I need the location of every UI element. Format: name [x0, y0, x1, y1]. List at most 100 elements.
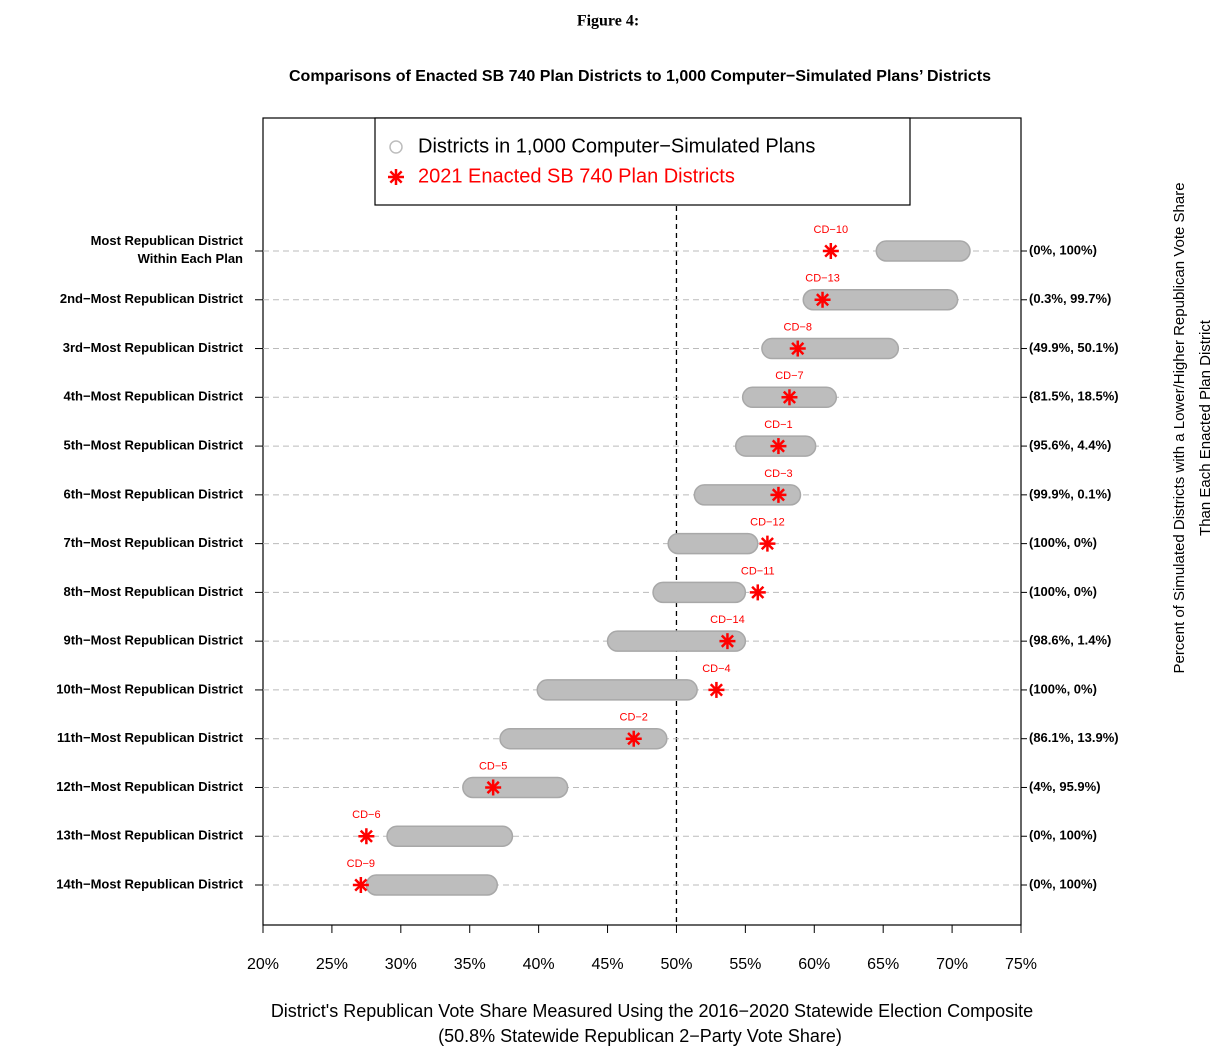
legend-box [374, 117, 911, 206]
enacted-point [749, 584, 766, 601]
y-tick-label: 12th−Most Republican District [56, 779, 243, 794]
enacted-point [770, 438, 787, 455]
simulated-range [667, 532, 759, 555]
x-tick-label: 65% [867, 956, 899, 973]
point-label: CD−12 [750, 517, 785, 529]
enacted-point [822, 243, 839, 259]
enacted-point [759, 535, 776, 552]
y-tick-label: 9th−Most Republican District [64, 633, 244, 648]
y-tick-label: 6th−Most Republican District [64, 486, 244, 501]
y-tick-label: 4th−Most Republican District [64, 389, 244, 404]
right-label: (0%, 100%) [1029, 828, 1097, 843]
right-label: (95.6%, 4.4%) [1029, 438, 1111, 453]
x-tick-label: 30% [385, 956, 417, 973]
enacted-point [625, 730, 642, 747]
enacted-point [770, 486, 787, 503]
star-stroke [627, 732, 641, 746]
right-label: (0%, 100%) [1029, 876, 1097, 891]
simulated-range [606, 630, 747, 652]
star-stroke [389, 170, 403, 184]
star-stroke [751, 585, 765, 599]
y-tick-label: 14th−Most Republican District [56, 876, 243, 891]
simulated-range [386, 825, 514, 847]
simulated-range [499, 727, 668, 750]
point-label: CD−2 [620, 712, 648, 724]
x-tick-label: 25% [316, 956, 348, 973]
right-label: (100%, 0%) [1029, 535, 1097, 550]
x-tick-label: 45% [592, 956, 624, 973]
simulated-range [536, 679, 698, 701]
simulated-range [761, 337, 900, 360]
enacted-point [352, 877, 369, 894]
y-tick-label: 3rd−Most Republican District [63, 340, 244, 355]
right-label: (4%, 95.9%) [1029, 779, 1101, 794]
legend-marker [388, 169, 404, 185]
y-tick-label: 13th−Most Republican District [56, 828, 243, 843]
enacted-point [485, 779, 502, 796]
right-label: (100%, 0%) [1029, 584, 1097, 599]
star-stroke [486, 780, 500, 795]
enacted-point [719, 633, 736, 650]
right-label: (0%, 100%) [1029, 242, 1097, 257]
star-stroke [720, 634, 734, 648]
y-tick-label: Most Republican District Within Each Plan [91, 233, 244, 266]
star-stroke [771, 439, 785, 453]
x-tick-label: 20% [247, 956, 279, 973]
right-label: (98.6%, 1.4%) [1029, 633, 1111, 648]
enacted-point [814, 291, 831, 308]
right-label: (0.3%, 99.7%) [1029, 291, 1111, 306]
legend-label: Districts in 1,000 Computer−Simulated Pl… [418, 135, 815, 157]
simulated-range [365, 874, 499, 896]
x-tick-label: 75% [1005, 956, 1037, 973]
point-label: CD−11 [741, 565, 775, 577]
enacted-point [789, 340, 806, 357]
legend-label: 2021 Enacted SB 740 Plan Districts [418, 165, 735, 187]
y-tick-label: 11th−Most Republican District [57, 730, 244, 745]
star-stroke [816, 293, 830, 307]
right-label: (86.1%, 13.9%) [1029, 730, 1119, 745]
right-axis-title: Than Each Enacted Plan District [1197, 319, 1214, 536]
point-label: CD−4 [702, 663, 730, 675]
point-label: CD−13 [805, 273, 840, 285]
star-stroke [354, 878, 368, 892]
y-tick-label: 8th−Most Republican District [64, 584, 244, 599]
x-tick-label: 60% [798, 956, 830, 973]
point-label: CD−6 [352, 809, 380, 821]
enacted-point [781, 389, 798, 406]
figure-label: Figure 4: [577, 13, 639, 30]
x-tick-label: 40% [523, 956, 555, 973]
right-label: (81.5%, 18.5%) [1029, 389, 1119, 404]
y-tick-label: 5th−Most Republican District [64, 438, 244, 453]
plot-frame [262, 117, 1022, 926]
x-tick-label: 35% [454, 956, 486, 973]
right-label: (49.9%, 50.1%) [1029, 340, 1119, 355]
x-tick-label: 55% [729, 956, 761, 973]
point-label: CD−1 [764, 419, 792, 431]
right-label: (99.9%, 0.1%) [1029, 486, 1111, 501]
x-axis-title: District's Republican Vote Share Measure… [271, 1001, 1033, 1021]
point-label: CD−10 [814, 224, 849, 236]
point-label: CD−5 [479, 760, 507, 772]
enacted-point [708, 681, 725, 698]
y-tick-label: 2nd−Most Republican District [60, 291, 244, 306]
star-stroke [709, 683, 723, 697]
star-stroke [824, 244, 838, 258]
x-axis-title: (50.8% Statewide Republican 2−Party Vote… [438, 1026, 842, 1046]
chart-title: Comparisons of Enacted SB 740 Plan Distr… [289, 68, 991, 85]
right-axis-title: Percent of Simulated Districts with a Lo… [1171, 182, 1188, 673]
point-label: CD−8 [784, 321, 812, 333]
x-tick-label: 50% [660, 956, 692, 973]
point-label: CD−9 [347, 858, 375, 870]
simulated-range [462, 776, 569, 799]
simulated-range [875, 240, 971, 262]
star-stroke [791, 341, 805, 356]
x-tick-label: 70% [936, 956, 968, 973]
simulated-range [652, 581, 747, 604]
star-stroke [359, 829, 373, 843]
right-label: (100%, 0%) [1029, 681, 1097, 696]
y-tick-label: 7th−Most Republican District [64, 535, 244, 550]
point-label: CD−7 [775, 370, 803, 382]
point-label: CD−3 [764, 468, 792, 480]
simulated-range [802, 289, 959, 311]
